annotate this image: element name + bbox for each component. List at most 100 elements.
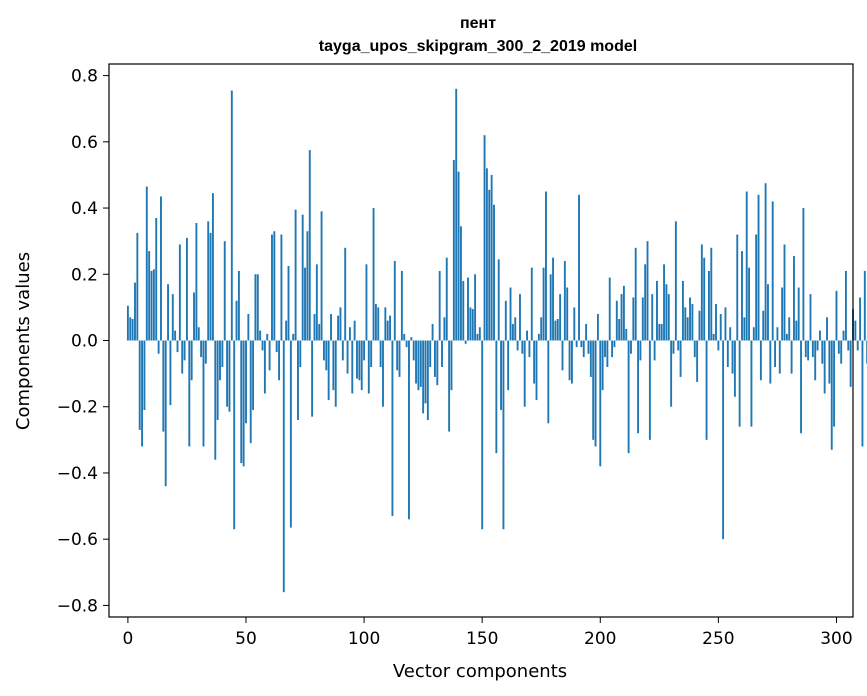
bar-219 (644, 264, 647, 341)
bar-157 (497, 259, 500, 341)
bar-35 (209, 232, 212, 341)
bar-142 (462, 280, 465, 341)
y-tick-label: 0.0 (71, 332, 98, 352)
bar-49 (242, 340, 245, 467)
bar-51 (247, 314, 250, 341)
bar-62 (273, 231, 276, 341)
bar-4 (136, 232, 139, 341)
x-tick-label: 100 (348, 629, 380, 649)
bar-296 (826, 317, 828, 341)
bar-309 (856, 340, 859, 351)
bar-165 (516, 340, 519, 351)
bar-152 (485, 168, 488, 341)
bar-102 (367, 340, 370, 394)
bar-22 (178, 244, 181, 341)
bar-94 (348, 327, 351, 341)
bar-82 (320, 211, 323, 341)
bar-250 (717, 340, 720, 351)
bar-204 (608, 277, 611, 341)
bar-65 (280, 234, 283, 341)
bar-60 (268, 340, 271, 371)
bar-61 (271, 234, 273, 341)
bar-77 (308, 150, 311, 341)
bar-177 (545, 191, 547, 341)
bar-69 (289, 340, 292, 528)
bar-238 (689, 297, 691, 341)
bar-248 (712, 333, 715, 341)
bar-43 (228, 340, 231, 412)
bar-171 (530, 267, 533, 341)
bar-159 (502, 340, 505, 530)
bar-136 (448, 340, 451, 432)
bar-1 (129, 317, 132, 341)
bar-216 (637, 340, 640, 434)
bar-277 (781, 287, 784, 341)
bar-299 (833, 340, 836, 427)
bar-123 (417, 340, 420, 391)
x-tick-label: 150 (466, 629, 498, 649)
bar-163 (511, 323, 514, 341)
bar-176 (542, 267, 545, 341)
bar-100 (363, 340, 366, 361)
bar-303 (842, 330, 845, 341)
bar-28 (193, 292, 195, 341)
bar-245 (705, 340, 708, 440)
bar-42 (226, 340, 229, 407)
bar-246 (707, 270, 710, 341)
bar-193 (582, 340, 585, 358)
bar-150 (481, 340, 484, 530)
bar-181 (554, 320, 557, 341)
bar-78 (311, 340, 314, 417)
bar-284 (797, 287, 800, 341)
bar-66 (282, 340, 285, 593)
bar-155 (493, 204, 495, 341)
bar-83 (322, 340, 325, 361)
bar-21 (176, 340, 179, 353)
bar-59 (266, 333, 269, 341)
bar-254 (726, 340, 729, 367)
bar-138 (452, 160, 455, 341)
bar-285 (800, 340, 802, 434)
bar-202 (604, 340, 606, 358)
bar-97 (356, 340, 358, 379)
bar-308 (854, 320, 857, 341)
bar-92 (344, 247, 347, 341)
bar-13 (157, 340, 160, 354)
x-tick-label: 50 (235, 629, 257, 649)
bar-71 (294, 209, 297, 341)
bar-300 (835, 290, 838, 341)
bar-223 (653, 340, 656, 361)
bar-239 (691, 304, 694, 341)
bar-107 (379, 340, 382, 367)
bar-290 (811, 340, 814, 358)
bar-145 (469, 307, 472, 341)
bar-231 (672, 340, 675, 354)
bar-101 (365, 264, 368, 341)
bar-201 (601, 340, 604, 391)
bar-84 (325, 340, 328, 371)
bar-41 (223, 241, 226, 341)
x-axis-ticks: 0 50 100 150 200 250 300 (122, 617, 853, 649)
bar-189 (573, 307, 576, 341)
bar-73 (299, 340, 302, 367)
bar-86 (330, 314, 332, 341)
y-tick-label: −0.2 (57, 398, 98, 418)
bar-47 (237, 270, 240, 341)
bar-225 (658, 323, 661, 341)
bar-311 (861, 340, 864, 447)
bar-222 (651, 294, 654, 341)
bar-265 (752, 327, 755, 341)
bar-242 (698, 310, 701, 341)
bar-33 (204, 340, 207, 364)
y-tick-label: 0.2 (71, 265, 98, 285)
x-axis-label: Vector components (393, 661, 567, 682)
bar-111 (389, 315, 392, 341)
bar-279 (785, 333, 788, 341)
bar-160 (504, 300, 507, 341)
bar-110 (386, 320, 389, 341)
bar-118 (405, 340, 408, 348)
bar-194 (585, 323, 588, 341)
bar-186 (566, 287, 569, 341)
bar-105 (374, 304, 377, 341)
bar-124 (419, 340, 422, 387)
